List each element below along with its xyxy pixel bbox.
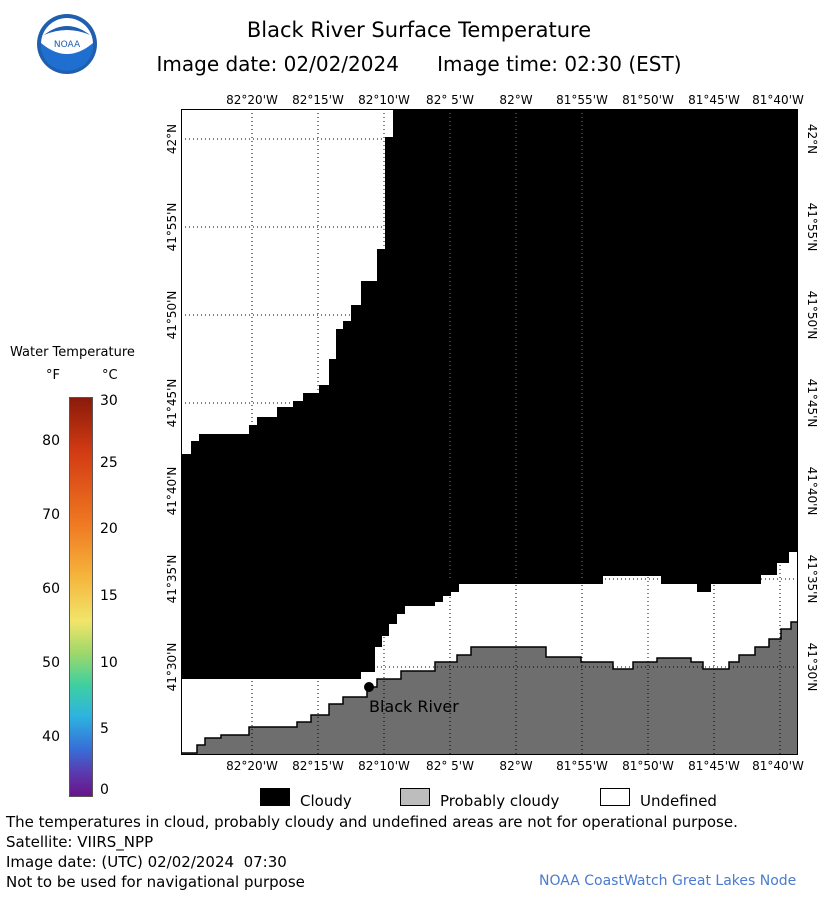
lat-label-right: 41°55'N [805, 202, 819, 252]
c-tick: 5 [100, 721, 109, 737]
lon-label-bottom: 81°45'W [688, 759, 740, 773]
satellite-text: Satellite: VIIRS_NPP [6, 833, 154, 851]
lon-label-bottom: 81°50'W [622, 759, 674, 773]
cloudy-swatch [260, 788, 290, 806]
black-river-marker [364, 682, 374, 692]
lon-label-top: 82° 5'W [426, 93, 474, 107]
lon-label-bottom: 82°W [499, 759, 533, 773]
lon-label-bottom: 81°55'W [556, 759, 608, 773]
lon-label-bottom: 81°40'W [752, 759, 804, 773]
f-tick: 40 [42, 729, 60, 745]
c-tick: 30 [100, 393, 118, 409]
lon-label-top: 82°10'W [358, 93, 410, 107]
f-tick: 60 [42, 581, 60, 597]
probably-cloudy-region [181, 621, 798, 755]
c-tick: 20 [100, 521, 118, 537]
coastwatch-node-label: NOAA CoastWatch Great Lakes Node [539, 873, 797, 889]
map-title: Black River Surface Temperature [246, 18, 592, 42]
c-tick: 10 [100, 655, 118, 671]
navigation-warning: Not to be used for navigational purpose [6, 873, 305, 891]
temperature-map [181, 109, 798, 755]
graticule [181, 109, 798, 755]
disclaimer-text: The temperatures in cloud, probably clou… [6, 813, 738, 831]
temperature-colorbar [69, 397, 93, 797]
lat-label-left: 42°N [165, 123, 179, 155]
undefined-label: Undefined [640, 792, 717, 810]
lat-label-right: 41°45'N [805, 378, 819, 428]
lon-label-top: 81°50'W [622, 93, 674, 107]
lat-label-left: 41°30'N [165, 642, 179, 692]
lon-label-top: 82°20'W [226, 93, 278, 107]
legend-title: Water Temperature [10, 345, 135, 360]
unit-fahrenheit: °F [46, 368, 60, 383]
lon-label-bottom: 82° 5'W [426, 759, 474, 773]
noaa-logo-text: NOAA [54, 40, 81, 50]
lat-label-right: 41°50'N [805, 290, 819, 340]
lon-label-top: 82°W [499, 93, 533, 107]
utc-date-text: Image date: (UTC) 02/02/2024 07:30 [6, 853, 287, 871]
lat-label-left: 41°50'N [165, 290, 179, 340]
lon-label-top: 81°40'W [752, 93, 804, 107]
c-tick: 15 [100, 588, 118, 604]
lat-label-right: 41°40'N [805, 466, 819, 516]
probably-cloudy-label: Probably cloudy [440, 792, 560, 810]
lat-label-right: 42°N [805, 123, 819, 155]
lon-label-bottom: 82°15'W [292, 759, 344, 773]
noaa-logo: NOAA [37, 14, 97, 74]
f-tick: 70 [42, 507, 60, 523]
lat-label-left: 41°35'N [165, 554, 179, 604]
lat-label-right: 41°30'N [805, 642, 819, 692]
f-tick: 80 [42, 433, 60, 449]
probably-cloudy-swatch [400, 788, 430, 806]
lon-label-bottom: 82°10'W [358, 759, 410, 773]
lon-label-top: 82°15'W [292, 93, 344, 107]
lat-label-right: 41°35'N [805, 554, 819, 604]
lon-label-top: 81°55'W [556, 93, 608, 107]
c-tick: 0 [100, 782, 109, 798]
lat-label-left: 41°45'N [165, 378, 179, 428]
image-date-time: Image date: 02/02/2024 Image time: 02:30… [156, 52, 682, 76]
lon-label-bottom: 82°20'W [226, 759, 278, 773]
cloudy-label: Cloudy [300, 792, 352, 810]
undefined-swatch [600, 788, 630, 806]
lat-label-left: 41°55'N [165, 202, 179, 252]
f-tick: 50 [42, 655, 60, 671]
unit-celsius: °C [102, 368, 118, 383]
lon-label-top: 81°45'W [688, 93, 740, 107]
cloudy-region [181, 109, 798, 679]
c-tick: 25 [100, 455, 118, 471]
place-label-black-river: Black River [369, 697, 459, 716]
lat-label-left: 41°40'N [165, 466, 179, 516]
